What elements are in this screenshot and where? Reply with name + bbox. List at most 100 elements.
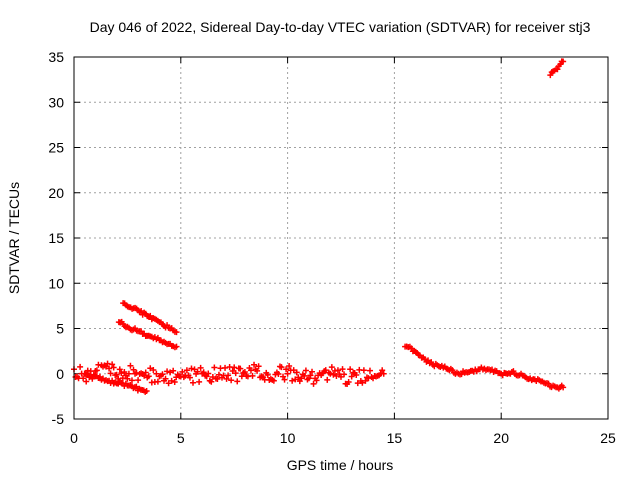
data-point-scatter-cluster [183,367,190,374]
data-point-scatter-cluster [289,377,296,384]
data-point-scatter-cluster [107,370,114,377]
data-point-scatter-cluster [147,365,154,372]
y-tick-label: -5 [52,411,65,427]
data-point-scatter-cluster [145,373,152,380]
data-point-scatter-cluster [254,367,261,374]
data-point-scatter-cluster [348,373,355,380]
data-point-scatter-cluster [295,374,302,381]
data-point-scatter-cluster [293,369,300,376]
data-point-scatter-cluster [341,371,348,378]
data-point-scatter-cluster [307,372,314,379]
data-point-scatter-cluster [106,365,113,372]
data-point-scatter-cluster [109,361,116,368]
data-point-top-track [560,58,567,65]
data-point-scatter-cluster [247,367,254,374]
y-tick-label: 5 [56,321,64,337]
data-point-scatter-cluster [128,377,135,384]
data-point-scatter-cluster [170,367,177,374]
data-point-scatter-cluster [83,378,90,385]
data-point-scatter-cluster [214,375,221,382]
data-point-scatter-cluster [188,365,195,372]
x-axis-label: GPS time / hours [287,457,394,473]
data-point-scatter-cluster [116,366,123,373]
data-point-scatter-cluster [164,368,171,375]
data-point-scatter-cluster [208,378,215,385]
data-point-scatter-cluster [284,370,291,377]
data-point-scatter-cluster [302,367,309,374]
data-point-scatter-cluster [196,378,203,385]
data-point-scatter-cluster [168,377,175,384]
plot-frame [73,56,609,420]
data-point-scatter-cluster [333,373,340,380]
data-point-dip-arc [84,370,91,377]
data-point-scatter-cluster [121,369,128,376]
data-point-scatter-cluster [380,370,387,377]
data-point-scatter-cluster [309,368,316,375]
data-point-scatter-cluster [225,372,232,379]
data-point-scatter-cluster [124,375,131,382]
data-point-scatter-cluster [167,369,174,376]
grid-layer [74,57,608,419]
data-point-upper-arc [147,312,154,319]
data-point-scatter-cluster [205,370,212,377]
data-point-scatter-cluster [334,367,341,374]
data-point-scatter-cluster [360,367,367,374]
data-point-scatter-cluster [153,370,160,377]
data-point-scatter-cluster [125,370,132,377]
data-point-scatter-cluster [154,378,161,385]
data-point-scatter-cluster [162,375,169,382]
x-tick-label: 10 [280,430,296,446]
data-point-top-track [547,72,554,79]
data-point-scatter-cluster [301,372,308,379]
data-point-lower-arc [173,343,180,350]
data-point-late-track [560,384,567,391]
data-point-scatter-cluster [150,367,157,374]
data-point-scatter-cluster [135,377,142,384]
data-point-scatter-cluster [283,366,290,373]
data-point-scatter-cluster [286,362,293,369]
data-point-scatter-cluster [324,376,331,383]
data-point-scatter-cluster [347,366,354,373]
data-point-scatter-cluster [110,364,117,371]
data-point-scatter-cluster [228,377,235,384]
data-point-scatter-cluster [223,375,230,382]
data-point-upper-arc [173,329,180,336]
data-point-scatter-cluster [186,374,193,381]
data-point-scatter-cluster [322,367,329,374]
data-point-scatter-cluster [113,371,120,378]
data-point-scatter-cluster [80,375,87,382]
data-point-scatter-cluster [249,372,256,379]
y-tick-label: 0 [56,366,64,382]
data-point-scatter-cluster [255,363,262,370]
y-tick-label: 20 [48,185,64,201]
y-axis-label: SDTVAR / TECUs [6,182,22,294]
data-point-scatter-cluster [215,371,222,378]
data-point-scatter-cluster [328,364,335,371]
data-point-scatter-cluster [231,364,238,371]
data-point-scatter-cluster [234,378,241,385]
data-point-scatter-cluster [229,368,236,375]
data-point-scatter-cluster [338,373,344,380]
data-point-scatter-cluster [264,371,271,378]
data-point-scatter-cluster [237,365,244,372]
data-point-scatter-cluster [122,372,129,379]
data-point-scatter-cluster [197,364,204,371]
data-point-scatter-cluster [281,376,288,383]
chart-title: Day 046 of 2022, Sidereal Day-to-day VTE… [90,19,591,35]
data-point-scatter-cluster [298,375,305,382]
data-point-scatter-cluster [222,364,229,371]
data-point-scatter-cluster [278,364,285,371]
y-tick-label: 30 [48,94,64,110]
data-point-scatter-cluster [232,370,239,377]
data-point-scatter-cluster [270,377,277,384]
data-point-scatter-cluster [211,364,218,371]
data-point-scatter-cluster [330,371,337,378]
x-tick-label: 20 [493,430,509,446]
data-point-scatter-cluster [275,371,282,378]
data-point-scatter-cluster [194,368,201,375]
y-tick-label: 25 [48,140,64,156]
data-point-scatter-cluster [379,367,386,374]
data-point-scatter-cluster [353,371,360,378]
data-point-scatter-cluster [362,377,369,384]
